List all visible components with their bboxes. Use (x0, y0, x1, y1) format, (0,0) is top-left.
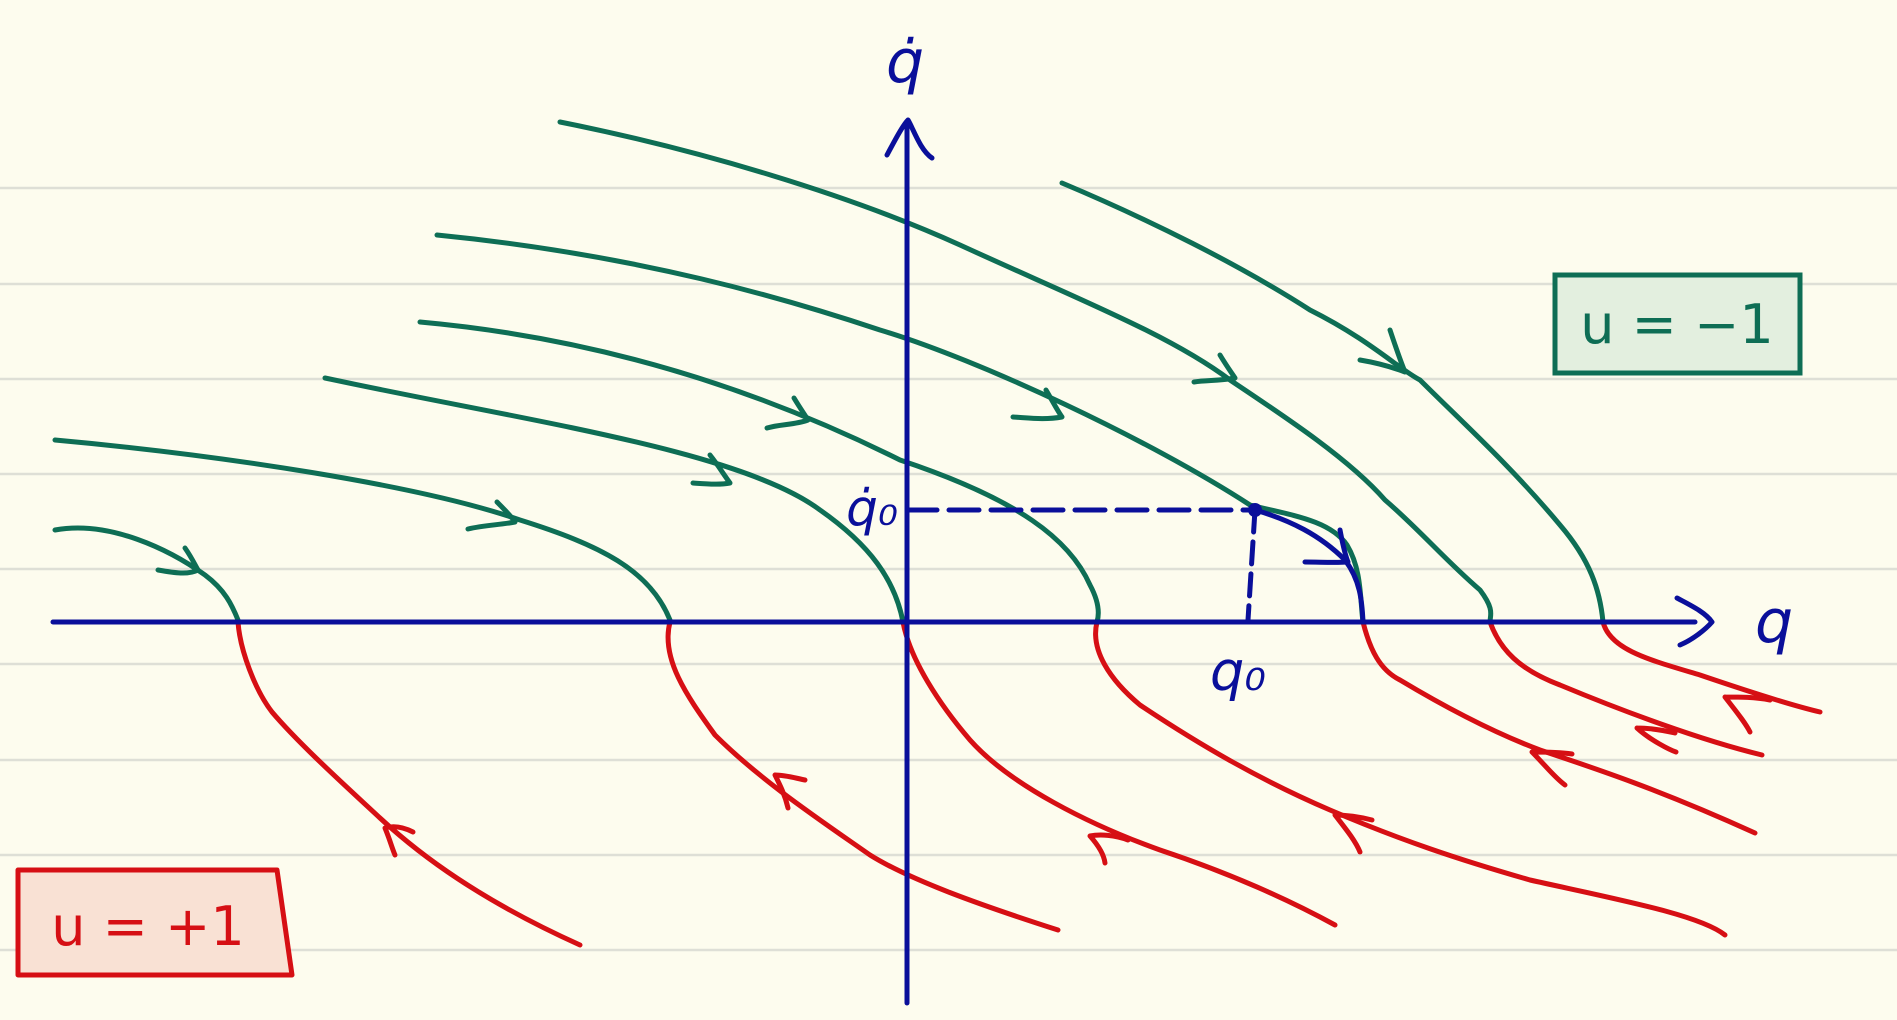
trajectory-green-2 (52, 437, 673, 623)
trajectories-u-plus-one (235, 619, 1823, 948)
legend-u-minus-one-text: u = −1 (1580, 293, 1773, 356)
legend-u-minus-one: u = −1 (1552, 272, 1803, 376)
q0-guide-line (1245, 507, 1258, 623)
trajectory-red-1 (235, 619, 583, 948)
trajectory-red-2 (665, 619, 1061, 933)
arrowhead-red (1332, 812, 1375, 855)
arrowhead-green (155, 545, 201, 576)
arrowhead-green (1191, 352, 1238, 385)
arrowhead-red (382, 824, 416, 858)
arrowhead-green (1010, 387, 1065, 422)
legend-u-minus-one-box (1552, 272, 1803, 376)
trajectory-red-5 (1360, 619, 1758, 836)
trajectory-red-7 (1600, 619, 1823, 715)
arrowhead-green (1357, 327, 1408, 375)
arrowhead-red (1634, 725, 1679, 755)
arrowhead-green (465, 499, 518, 532)
x-axis-label: q (1755, 587, 1793, 657)
x-axis-arrowhead (1674, 595, 1715, 648)
trajectory-red-4 (1093, 619, 1728, 938)
trajectories-u-minus-one (52, 119, 1606, 625)
arrowhead-green (764, 395, 811, 431)
trajectory-green-4 (417, 319, 1101, 625)
trajectory-green-3 (322, 375, 906, 625)
initial-state-point (1248, 503, 1262, 517)
axes (50, 117, 1715, 1006)
trajectory-green-6 (557, 119, 1494, 625)
trajectory-green-7 (1059, 180, 1606, 625)
arrowhead-red (1529, 749, 1575, 788)
y-axis-label: q̇ (886, 27, 924, 97)
arrowhead-red (1722, 694, 1773, 735)
arrowhead-green (690, 452, 733, 487)
initial-state-trajectory (1252, 507, 1366, 625)
q0dot-label: q̇₀ (846, 479, 898, 537)
legend-u-plus-one-text: u = +1 (51, 895, 244, 958)
trajectory-red-3 (900, 619, 1338, 928)
initial-state-arrowhead (1302, 527, 1351, 565)
legend-u-plus-one: u = +1 (15, 867, 295, 978)
legend-u-plus-one-box (15, 867, 295, 978)
arrowhead-red (772, 772, 808, 811)
q0-label: q₀ (1210, 640, 1266, 703)
trajectory-green-1 (52, 525, 241, 623)
arrowhead-red (1087, 832, 1131, 866)
trajectory-green-5 (434, 232, 1366, 625)
y-axis-arrowhead (884, 117, 935, 161)
trajectory-red-6 (1487, 619, 1765, 758)
